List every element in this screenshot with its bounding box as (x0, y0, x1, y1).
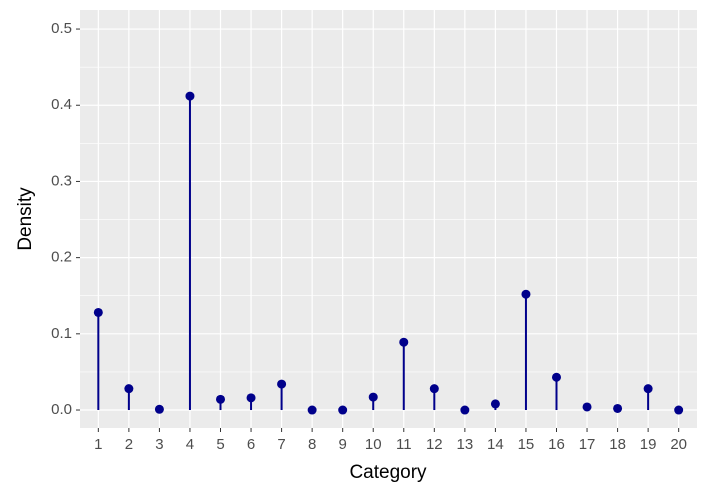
dot (307, 405, 317, 415)
x-tick-label: 14 (487, 436, 504, 453)
dot (521, 289, 531, 299)
dot (674, 405, 684, 415)
x-tick-label: 2 (125, 436, 133, 453)
dot (216, 394, 226, 404)
x-tick-label: 19 (640, 436, 657, 453)
x-tick-label: 3 (155, 436, 163, 453)
dot (399, 337, 409, 347)
dot (93, 307, 103, 317)
x-tick-label: 8 (308, 436, 316, 453)
y-tick-label: 0.1 (51, 325, 72, 342)
x-tick-label: 12 (426, 436, 443, 453)
x-tick-label: 5 (216, 436, 224, 453)
x-tick-label: 7 (277, 436, 285, 453)
dot (368, 392, 378, 402)
x-tick-label: 16 (548, 436, 565, 453)
y-tick-label: 0.4 (51, 96, 72, 113)
x-tick-label: 6 (247, 436, 255, 453)
x-tick-label: 17 (579, 436, 596, 453)
dot (643, 384, 653, 394)
y-axis-title: Density (15, 187, 36, 251)
dot (154, 404, 164, 414)
dot (613, 403, 623, 413)
panel (80, 10, 697, 428)
x-axis-title: Category (349, 462, 427, 483)
dot (124, 384, 134, 394)
dot (277, 379, 287, 389)
dot (582, 402, 592, 412)
x-tick-label: 1 (94, 436, 102, 453)
x-tick-label: 4 (186, 436, 194, 453)
dot (338, 405, 348, 415)
dot (429, 384, 439, 394)
x-tick-label: 13 (457, 436, 474, 453)
y-tick-label: 0.5 (51, 20, 72, 37)
dot (460, 405, 470, 415)
x-tick-label: 20 (670, 436, 687, 453)
dot (246, 393, 256, 403)
x-tick-label: 11 (396, 436, 412, 453)
dot (551, 372, 561, 382)
x-tick-label: 10 (365, 436, 382, 453)
y-tick-label: 0.0 (51, 401, 72, 418)
dot (490, 399, 500, 409)
x-tick-label: 9 (339, 436, 347, 453)
y-tick-label: 0.3 (51, 172, 72, 189)
dot (185, 91, 195, 101)
y-tick-label: 0.2 (51, 249, 72, 266)
x-tick-label: 15 (518, 436, 535, 453)
x-tick-label: 18 (609, 436, 626, 453)
